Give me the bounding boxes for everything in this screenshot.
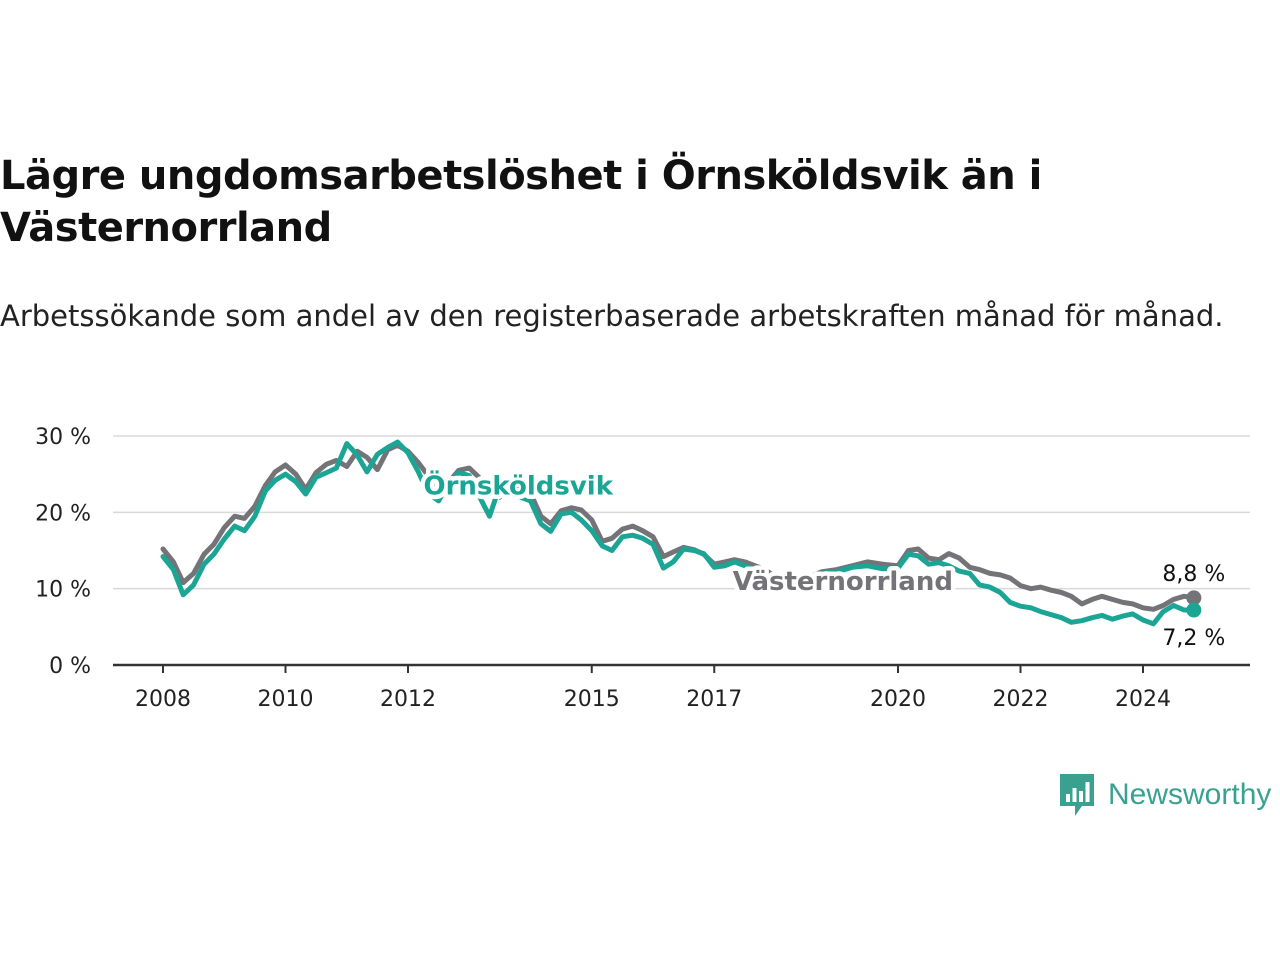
series-lines (160, 439, 1197, 627)
newsworthy-logo[interactable]: Newsworthy (1058, 772, 1271, 818)
x-axis-ticks: 2008 2010 2012 2015 2017 2020 2022 2024 (135, 665, 1171, 710)
x-tick-label: 2020 (870, 687, 926, 710)
end-point (1186, 590, 1202, 606)
series-label-halo: Örnsköldsvik (423, 469, 613, 502)
y-tick-label: 20 % (35, 501, 91, 526)
line-chart: 0 % 10 % 20 % 30 % 2008 2010 2012 2015 2017 2020… (35, 425, 1250, 710)
x-tick-label: 2012 (380, 687, 436, 710)
end-label: 7,2 % (1162, 626, 1225, 651)
y-tick-label: 10 % (35, 578, 91, 603)
y-tick-label: 30 % (35, 425, 91, 450)
series-label-halo: Västernorrland (733, 567, 953, 597)
series-label: Västernorrland (733, 567, 953, 597)
y-tick-label: 0 % (49, 654, 91, 679)
brand-name: Newsworthy (1108, 778, 1272, 811)
x-tick-label: 2008 (135, 687, 191, 710)
series-line (160, 442, 1197, 612)
x-tick-label: 2015 (564, 687, 620, 710)
end-label: 8,8 % (1162, 562, 1225, 587)
end-point (1186, 602, 1202, 618)
x-tick-label: 2024 (1115, 687, 1171, 710)
x-tick-label: 2017 (686, 687, 742, 710)
end-markers: 8,8 % 7,2 % (1162, 562, 1225, 651)
x-tick-label: 2010 (258, 687, 314, 710)
series-labels: ÖrnsköldsvikÖrnsköldsvikVästernorrlandVä… (419, 464, 957, 601)
y-axis-ticks: 0 % 10 % 20 % 30 % (35, 425, 91, 679)
gridlines (113, 435, 1250, 667)
chart-title: Lägre ungdomsarbetslöshet i Örnsköldsvik… (0, 153, 1042, 251)
chart-subtitle: Arbetssökande som andel av den registerb… (0, 299, 1224, 333)
series-line (160, 439, 1197, 627)
series-label: Örnsköldsvik (423, 469, 613, 502)
x-tick-label: 2022 (993, 687, 1049, 710)
bar-chart-logo-icon (1060, 774, 1094, 816)
